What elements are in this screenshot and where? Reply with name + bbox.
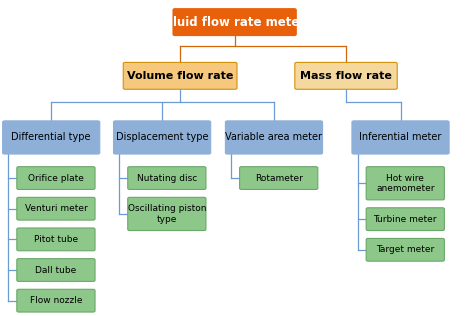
FancyBboxPatch shape <box>3 121 100 154</box>
FancyBboxPatch shape <box>128 167 206 189</box>
Text: Dall tube: Dall tube <box>35 265 77 275</box>
Text: Pitot tube: Pitot tube <box>34 235 78 244</box>
FancyBboxPatch shape <box>17 228 95 251</box>
Text: Displacement type: Displacement type <box>116 132 209 143</box>
Text: Target meter: Target meter <box>376 245 434 254</box>
FancyBboxPatch shape <box>17 167 95 189</box>
Text: Hot wire
anemometer: Hot wire anemometer <box>376 173 435 193</box>
FancyBboxPatch shape <box>17 258 95 281</box>
FancyBboxPatch shape <box>239 167 318 189</box>
FancyBboxPatch shape <box>226 121 322 154</box>
Text: Differential type: Differential type <box>11 132 91 143</box>
FancyBboxPatch shape <box>123 63 237 89</box>
FancyBboxPatch shape <box>366 167 444 200</box>
FancyBboxPatch shape <box>366 238 444 261</box>
Text: Venturi meter: Venturi meter <box>25 204 87 213</box>
FancyBboxPatch shape <box>366 208 444 231</box>
FancyBboxPatch shape <box>17 289 95 312</box>
FancyBboxPatch shape <box>17 197 95 220</box>
Text: Turbine meter: Turbine meter <box>374 215 437 224</box>
Text: Oscillating piston
type: Oscillating piston type <box>128 204 206 224</box>
Text: Flow nozzle: Flow nozzle <box>30 296 82 305</box>
Text: Volume flow rate: Volume flow rate <box>127 71 233 81</box>
FancyBboxPatch shape <box>128 197 206 231</box>
Text: Orifice plate: Orifice plate <box>28 173 84 183</box>
Text: Nutating disc: Nutating disc <box>137 173 197 183</box>
FancyBboxPatch shape <box>295 63 397 89</box>
FancyBboxPatch shape <box>173 9 296 35</box>
Text: Inferential meter: Inferential meter <box>359 132 442 143</box>
FancyBboxPatch shape <box>352 121 449 154</box>
FancyBboxPatch shape <box>114 121 210 154</box>
Text: Fluid flow rate meter: Fluid flow rate meter <box>164 15 305 29</box>
Text: Rotameter: Rotameter <box>255 173 303 183</box>
Text: Variable area meter: Variable area meter <box>226 132 322 143</box>
Text: Mass flow rate: Mass flow rate <box>300 71 392 81</box>
